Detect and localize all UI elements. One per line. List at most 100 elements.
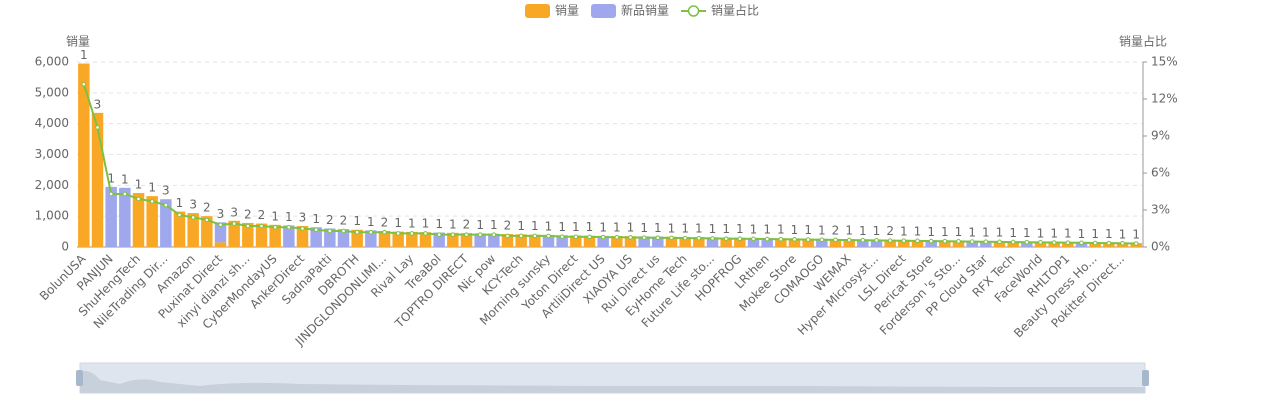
line-point	[1024, 239, 1030, 245]
bar	[214, 222, 227, 243]
bar-label: 1	[818, 223, 826, 237]
bar-label: 2	[244, 207, 252, 221]
bar	[187, 213, 199, 247]
line-point	[423, 231, 428, 236]
bar-label: 1	[435, 217, 443, 231]
legend[interactable]: 销量 新品销量 销量占比	[525, 3, 759, 19]
bar	[952, 240, 965, 247]
bar-label: 1	[914, 225, 922, 239]
line-point	[1065, 240, 1071, 245]
bar	[829, 238, 842, 247]
bar-label: 1	[1037, 226, 1045, 240]
line-point	[1106, 240, 1112, 246]
bar-label: 1	[586, 220, 594, 234]
bar	[460, 233, 473, 247]
bar	[720, 237, 732, 247]
bar-label: 1	[709, 222, 717, 236]
legend-item[interactable]: 销量占比	[681, 3, 759, 18]
bar-label: 1	[1009, 226, 1017, 240]
line-point	[751, 236, 756, 242]
zoom-handle-left[interactable]	[76, 370, 83, 386]
bar	[337, 229, 350, 247]
line-point	[901, 238, 907, 244]
line-point	[368, 229, 374, 235]
line-point	[833, 237, 838, 243]
bar-label: 1	[476, 218, 484, 232]
bar-label: 1	[845, 224, 853, 238]
line-point	[354, 229, 360, 235]
data-zoom[interactable]	[76, 362, 1149, 394]
line-point	[395, 231, 401, 236]
y-tick-label: 4,000	[35, 116, 69, 130]
line-point	[573, 234, 579, 240]
line-point	[710, 236, 715, 241]
line-point	[1079, 240, 1084, 246]
bar-label: 3	[217, 207, 225, 221]
line-point	[614, 234, 620, 240]
y-tick-label: 5,000	[35, 85, 69, 99]
line-point	[874, 238, 879, 243]
bar-label: 1	[545, 219, 553, 233]
line-point	[382, 229, 387, 235]
bar-label: 2	[340, 214, 348, 228]
line-point	[969, 239, 975, 244]
legend-label[interactable]: 销量	[555, 4, 579, 18]
bar	[843, 239, 855, 247]
bar-label: 1	[367, 215, 375, 229]
legend-symbol	[687, 5, 700, 17]
bar-label: 1	[1064, 227, 1072, 241]
line-point	[1010, 239, 1016, 245]
bar	[105, 186, 117, 247]
line-point	[723, 236, 729, 241]
legend-item[interactable]: 新品销量	[591, 3, 669, 19]
bar-label: 1	[394, 216, 402, 230]
y2-tick-label: 0%	[1151, 240, 1170, 254]
bar	[898, 239, 910, 247]
bar-label: 2	[504, 219, 512, 233]
bar-label: 3	[189, 198, 197, 212]
bar-label: 1	[750, 222, 758, 236]
y2-tick-label: 12%	[1151, 92, 1178, 106]
bar-label: 1	[777, 223, 785, 237]
bar	[214, 242, 227, 247]
legend-label[interactable]: 销量占比	[711, 3, 759, 18]
bar-label: 2	[463, 218, 471, 232]
line-point	[1120, 241, 1125, 246]
bar-label: 1	[804, 223, 812, 237]
bar	[556, 235, 568, 247]
bar-label: 1	[955, 225, 963, 239]
bar	[693, 237, 705, 247]
bar-label: 2	[258, 208, 266, 222]
line-point	[505, 233, 510, 239]
legend-item[interactable]: 销量	[525, 4, 579, 19]
bar-label: 1	[613, 221, 621, 235]
y2-axis-label: 销量占比	[1119, 34, 1167, 49]
bar-label: 1	[640, 221, 648, 235]
bar	[132, 193, 145, 247]
line-point	[669, 235, 674, 241]
bar-label: 3	[299, 211, 307, 225]
bar	[638, 236, 650, 247]
legend-label[interactable]: 新品销量	[621, 3, 669, 18]
y2-tick-label: 6%	[1151, 166, 1170, 180]
line-point	[272, 224, 278, 230]
zoom-handle-right[interactable]	[1142, 370, 1149, 386]
line-point	[1038, 240, 1043, 245]
bar-label: 1	[873, 224, 881, 238]
bar	[201, 216, 213, 247]
line-point	[149, 199, 155, 204]
bar	[706, 237, 719, 247]
line-point	[477, 232, 483, 237]
bar	[980, 241, 992, 247]
bar	[761, 238, 773, 247]
bar-label: 1	[449, 217, 457, 231]
y2-tick-label: 15%	[1151, 55, 1178, 69]
y2-tick-label: 9%	[1151, 129, 1170, 143]
line-point	[81, 81, 87, 87]
y-axis-label: 销量	[66, 35, 90, 49]
line-point	[286, 224, 292, 230]
bar	[542, 234, 555, 247]
bar	[488, 233, 500, 247]
bar-label: 1	[627, 221, 635, 235]
